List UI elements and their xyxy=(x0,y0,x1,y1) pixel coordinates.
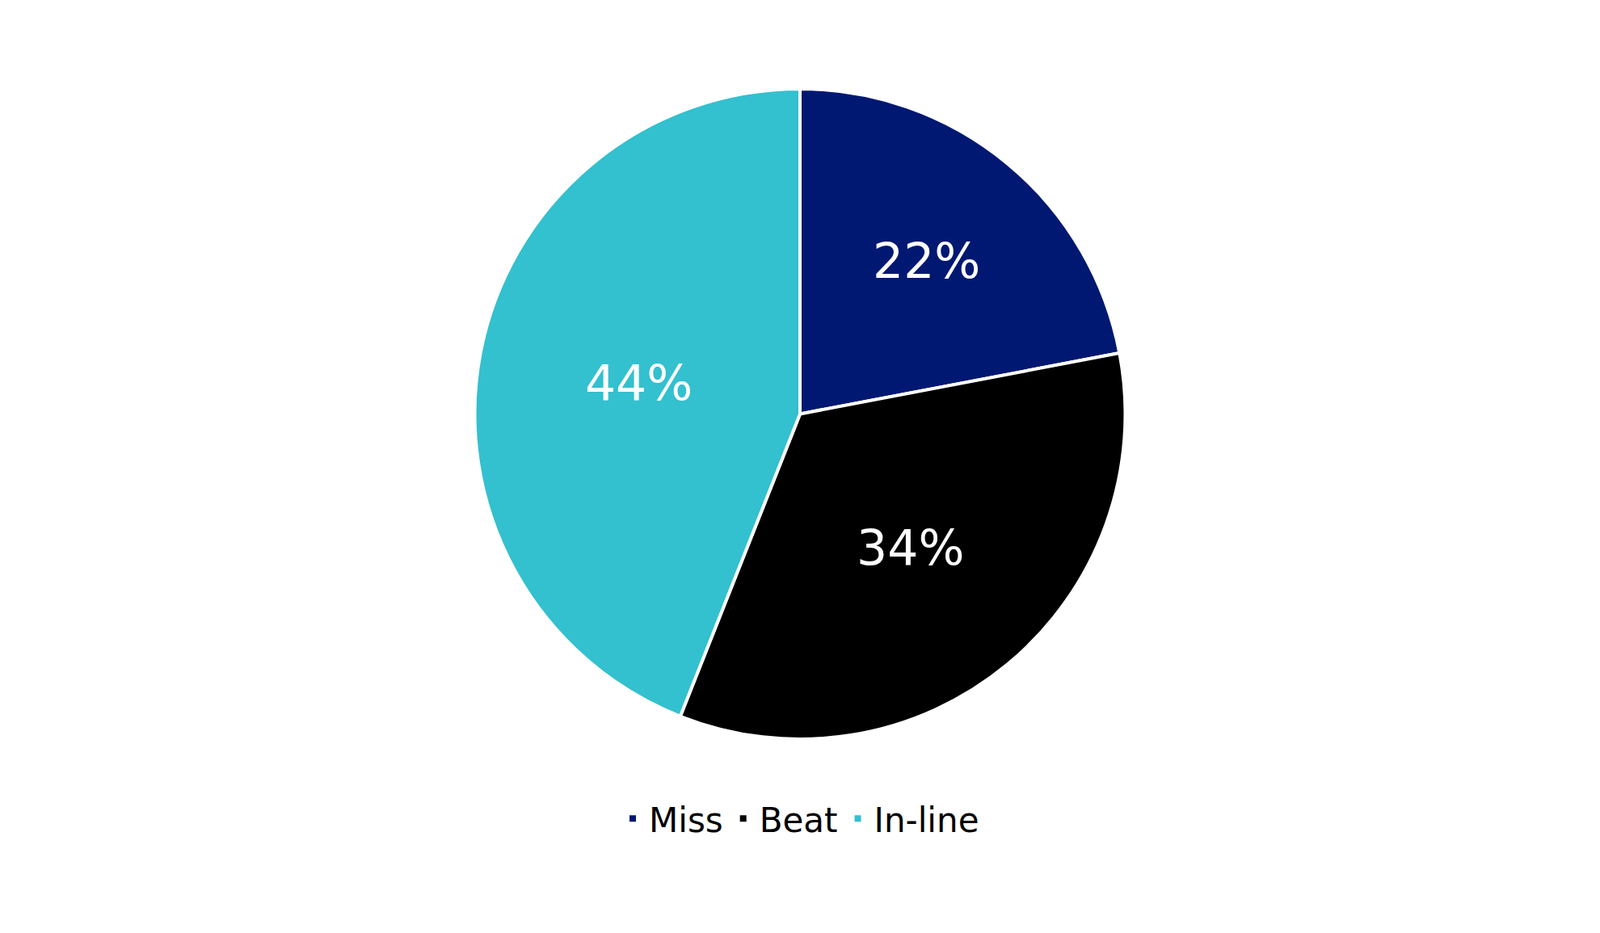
svg-text:In-line: In-line xyxy=(874,800,980,841)
svg-text:Beat: Beat xyxy=(759,800,838,841)
svg-text:22%: 22% xyxy=(872,232,981,290)
svg-text:Miss: Miss xyxy=(648,800,724,841)
svg-text:44%: 44% xyxy=(585,354,693,412)
svg-text:34%: 34% xyxy=(856,519,965,577)
